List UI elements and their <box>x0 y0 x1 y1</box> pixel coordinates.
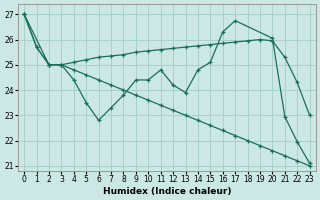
X-axis label: Humidex (Indice chaleur): Humidex (Indice chaleur) <box>103 187 231 196</box>
